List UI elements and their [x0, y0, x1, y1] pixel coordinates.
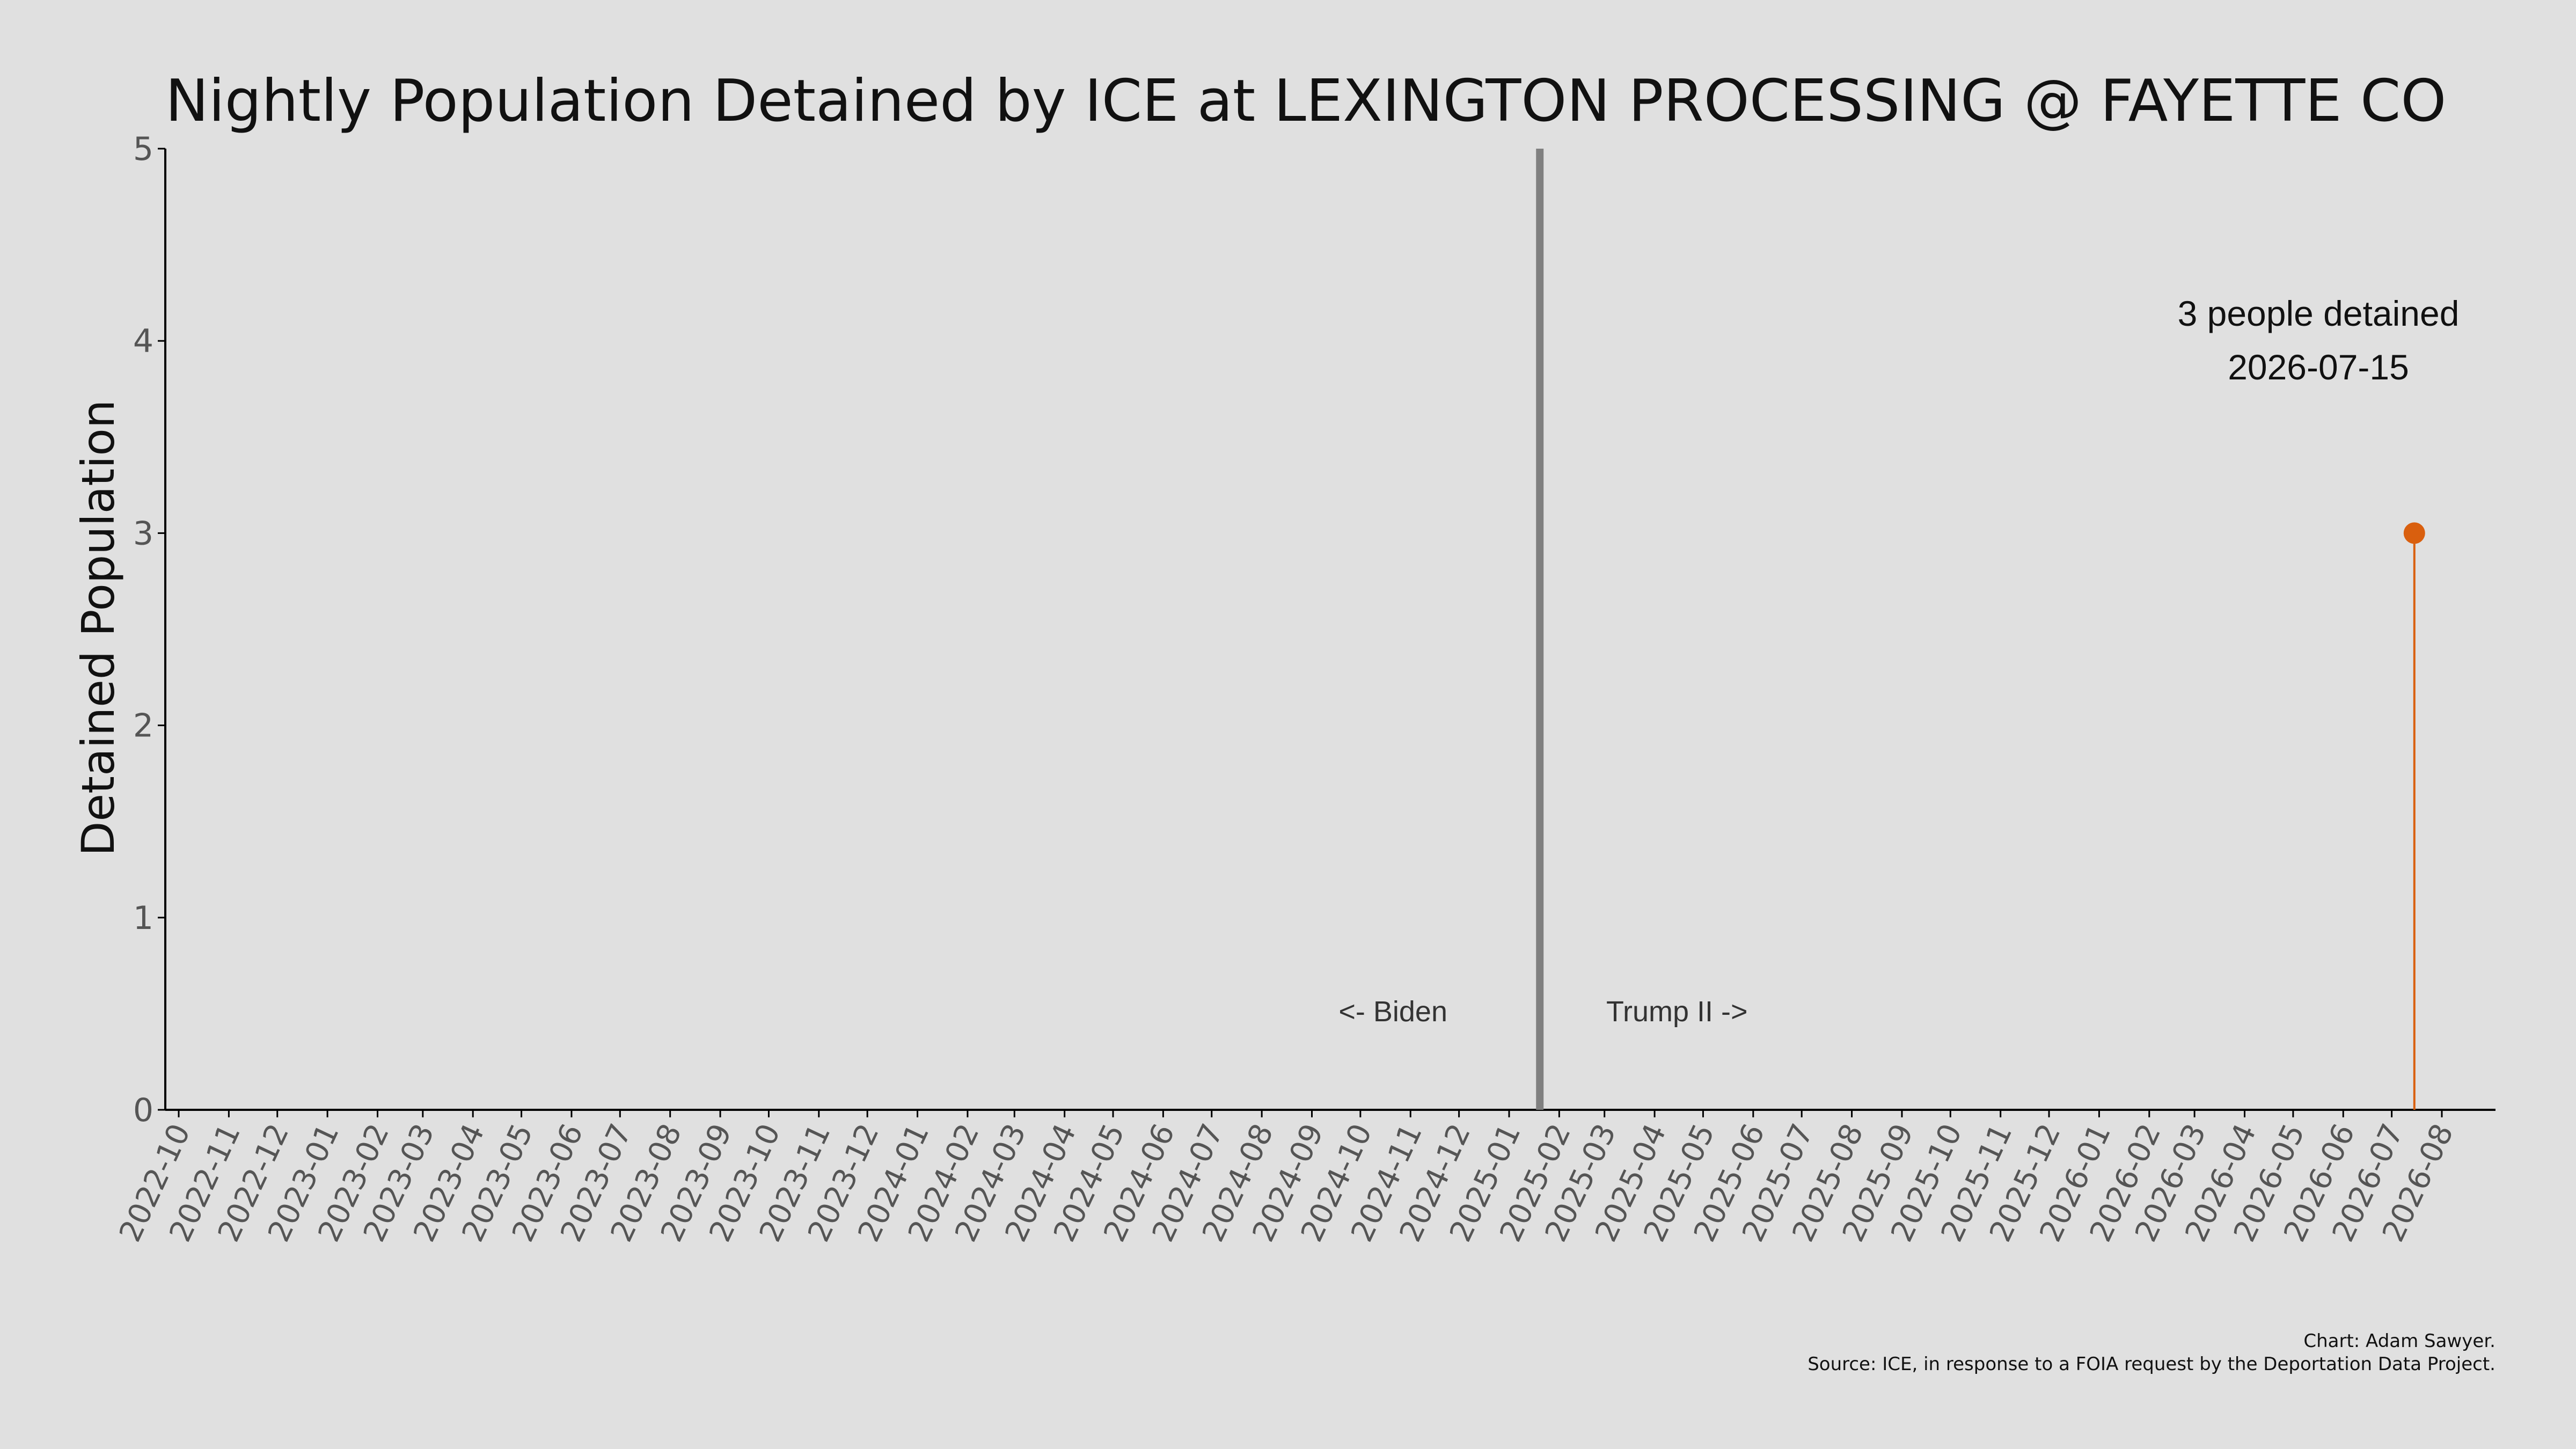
y-tick-label: 3 [133, 515, 153, 552]
credit-author: Chart: Adam Sawyer. [2303, 1330, 2496, 1352]
y-axis-label: Detained Population [72, 400, 125, 856]
y-tick-label: 2 [133, 707, 153, 745]
y-tick-label: 4 [133, 323, 153, 360]
annotation-count: 3 people detained [2178, 294, 2460, 333]
chart-title: Nightly Population Detained by ICE at LE… [165, 68, 2446, 135]
data-points [2403, 522, 2425, 1110]
y-axis: 0 1 2 3 4 5 [133, 130, 166, 1129]
era-label-trump: Trump II -> [1606, 996, 1748, 1028]
y-tick-label: 5 [133, 130, 153, 168]
annotation-date: 2026-07-15 [2228, 347, 2409, 387]
data-point [2403, 522, 2425, 544]
credit-source: Source: ICE, in response to a FOIA reque… [1807, 1353, 2496, 1375]
x-axis: 2022-102022-112022-122023-012023-022023-… [113, 1109, 2496, 1247]
y-tick-label: 1 [133, 899, 153, 937]
era-label-biden: <- Biden [1338, 996, 1447, 1028]
y-tick-label: 0 [133, 1092, 153, 1129]
